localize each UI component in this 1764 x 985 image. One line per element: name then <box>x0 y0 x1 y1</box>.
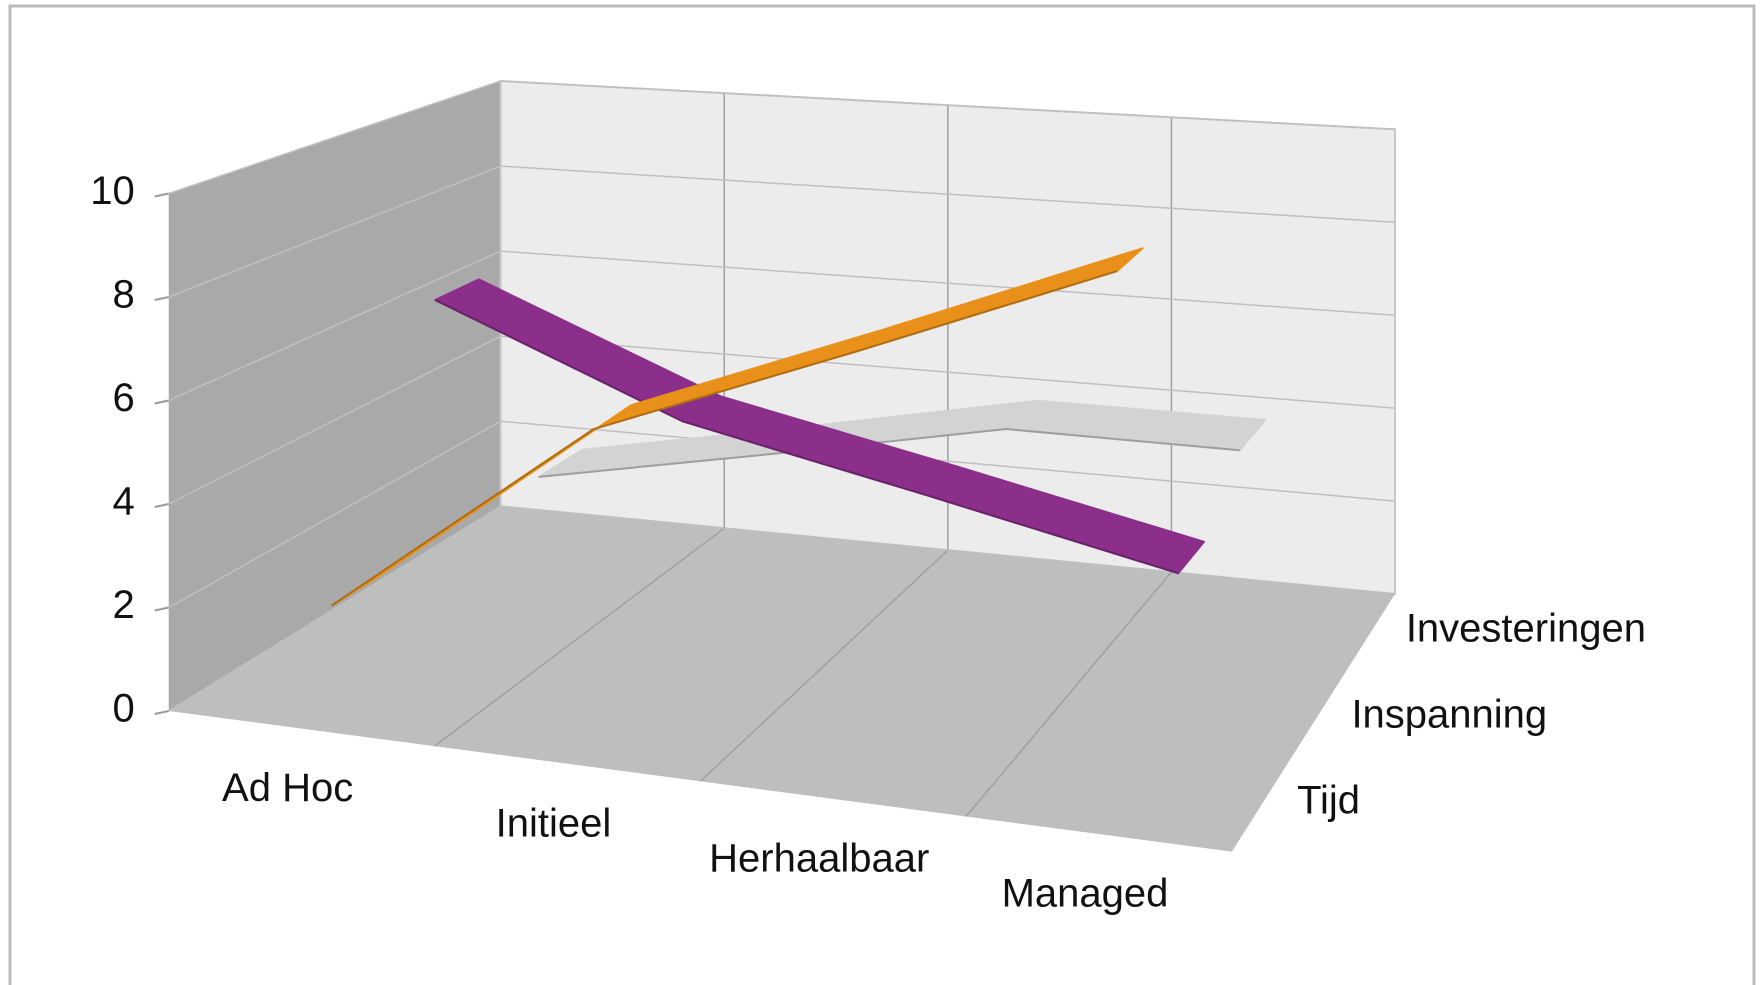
x-tick-label: Ad Hoc <box>222 766 353 810</box>
y-tick-label: 8 <box>113 273 135 317</box>
legend-label: Inspanning <box>1351 692 1547 736</box>
y-tick-label: 10 <box>90 169 135 213</box>
floor <box>168 506 1395 852</box>
legend-label: Investeringen <box>1406 607 1646 651</box>
series-edge <box>538 428 1240 478</box>
y-tick-mark <box>154 606 169 612</box>
series-edge <box>434 299 1179 575</box>
y-tick-mark <box>154 192 169 198</box>
legend-label: Tijd <box>1297 778 1360 822</box>
grid-line <box>168 165 1396 298</box>
grid-line <box>168 250 1396 402</box>
y-tick-mark <box>154 296 169 301</box>
y-tick-label: 4 <box>113 480 135 524</box>
y-tick-mark <box>154 399 169 405</box>
y-tick-label: 2 <box>113 583 135 627</box>
grid-line <box>168 420 1396 609</box>
series-ribbon <box>434 278 1205 575</box>
y-tick-label: 0 <box>113 687 135 731</box>
x-tick-label: Herhaalbaar <box>709 836 929 880</box>
x-tick-label: Managed <box>1002 872 1169 916</box>
series-edge <box>331 270 1118 607</box>
grid-line <box>168 505 1396 712</box>
side-wall <box>168 81 501 711</box>
y-tick-label: 6 <box>113 376 135 420</box>
grid-line <box>168 335 1396 505</box>
y-tick-mark <box>154 710 169 715</box>
y-tick-mark <box>154 503 169 508</box>
series-ribbon <box>330 247 1144 607</box>
grid-line <box>168 80 1396 195</box>
x-tick-label: Initieel <box>496 801 612 845</box>
